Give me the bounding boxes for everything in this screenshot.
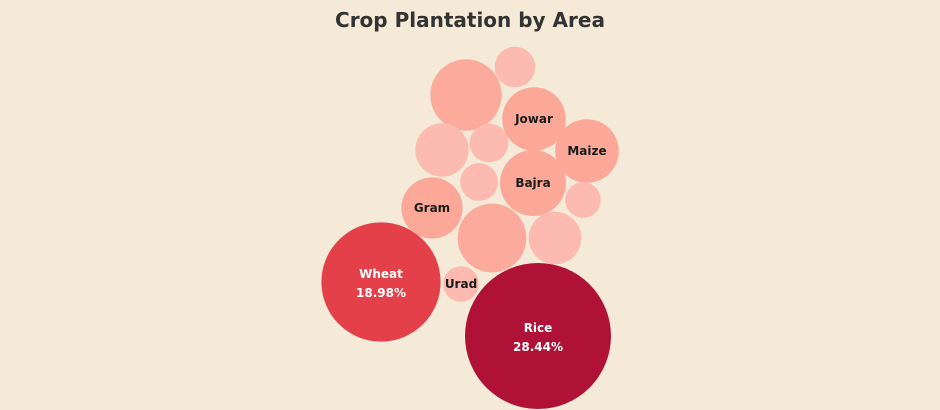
- bubble-rice[interactable]: [465, 263, 611, 409]
- bubble-value-wheat: 18.98%: [356, 286, 406, 300]
- bubble-unlabeled-11[interactable]: [494, 46, 536, 88]
- bubble-unlabeled-13[interactable]: [460, 163, 498, 201]
- bubble-label-jowar: Jowar: [514, 112, 553, 126]
- bubble-label-maize: Maize: [567, 144, 606, 158]
- bubble-urad[interactable]: [443, 266, 479, 302]
- bubble-label-urad: Urad: [445, 277, 477, 291]
- bubble-gram[interactable]: [401, 177, 463, 239]
- bubble-jowar[interactable]: [502, 87, 566, 151]
- bubble-maize[interactable]: [555, 119, 619, 183]
- bubble-unlabeled-7[interactable]: [457, 203, 527, 273]
- bubble-unlabeled-8[interactable]: [430, 59, 502, 131]
- bubble-label-gram: Gram: [414, 201, 450, 215]
- bubble-label-bajra: Bajra: [515, 176, 550, 190]
- bubble-wheat[interactable]: [321, 222, 441, 342]
- bubble-label-wheat: Wheat: [359, 267, 403, 281]
- bubble-unlabeled-14[interactable]: [565, 182, 601, 218]
- bubble-value-rice: 28.44%: [513, 340, 563, 354]
- bubble-unlabeled-10[interactable]: [415, 123, 469, 177]
- bubble-unlabeled-9[interactable]: [528, 211, 582, 265]
- bubble-label-rice: Rice: [524, 321, 553, 335]
- chart-title: Crop Plantation by Area: [335, 8, 605, 32]
- bubble-unlabeled-12[interactable]: [469, 123, 509, 163]
- bubble-bajra[interactable]: [500, 150, 566, 216]
